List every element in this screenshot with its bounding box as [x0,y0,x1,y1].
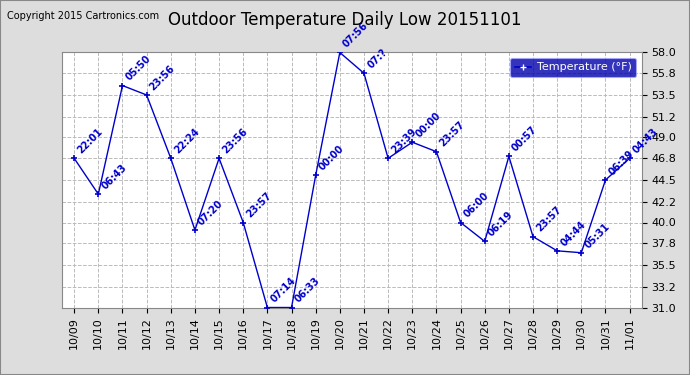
Text: 00:00: 00:00 [317,144,346,172]
Text: 23:57: 23:57 [535,205,564,234]
Text: 06:19: 06:19 [486,210,515,238]
Text: 06:00: 06:00 [462,191,491,220]
Text: 23:39: 23:39 [390,126,419,156]
Text: 23:57: 23:57 [245,191,274,220]
Text: 06:33: 06:33 [293,276,322,305]
Text: 06:43: 06:43 [100,162,129,191]
Text: 00:00: 00:00 [414,111,443,140]
Text: 04:43: 04:43 [631,126,660,156]
Text: 04:44: 04:44 [559,219,588,248]
Text: 23:56: 23:56 [221,126,250,156]
Text: Copyright 2015 Cartronics.com: Copyright 2015 Cartronics.com [7,11,159,21]
Text: 22:01: 22:01 [76,126,105,156]
Text: 07:20: 07:20 [197,198,226,227]
Text: Outdoor Temperature Daily Low 20151101: Outdoor Temperature Daily Low 20151101 [168,11,522,29]
Text: 07:14: 07:14 [269,276,298,305]
Text: 22:24: 22:24 [172,126,201,156]
Text: 05:31: 05:31 [583,221,612,250]
Text: 00:57: 00:57 [511,124,540,154]
Text: 06:39: 06:39 [607,148,636,177]
Text: 23:57: 23:57 [438,120,467,149]
Text: 23:56: 23:56 [148,63,177,92]
Text: 05:50: 05:50 [124,54,153,83]
Text: 07:?: 07:? [366,47,388,70]
Legend: Temperature (°F): Temperature (°F) [510,58,636,77]
Text: 07:56: 07:56 [342,21,371,50]
